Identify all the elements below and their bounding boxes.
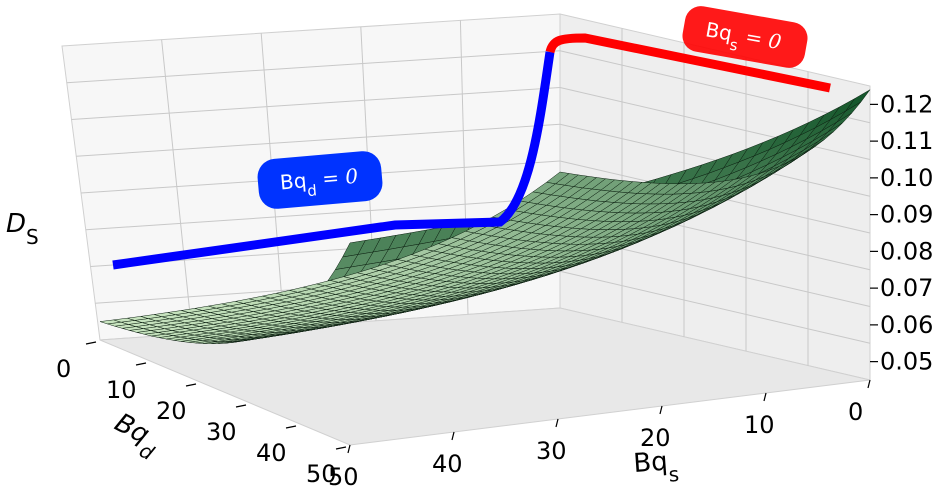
bqd-tick-label: 20 bbox=[156, 397, 187, 425]
annot-bqd-sub: d bbox=[307, 181, 318, 200]
bqs-label-sub: s bbox=[668, 462, 680, 487]
z-tick-label: 0.09 bbox=[880, 201, 933, 229]
bqd-tick-label: 10 bbox=[106, 376, 137, 404]
z-tick-label: 0.08 bbox=[880, 237, 933, 265]
bqd-tick-mark bbox=[185, 383, 197, 387]
z-axis-label: DS bbox=[6, 209, 39, 249]
annot-bqs-sub: s bbox=[728, 36, 739, 55]
gridline bbox=[71, 87, 561, 120]
annotation-bqd-zero: Bqd = 0 bbox=[257, 151, 383, 209]
svg-text:Bqd = 0: Bqd = 0 bbox=[279, 164, 360, 203]
bqs-tick-label: 20 bbox=[640, 424, 671, 452]
bqs-axis-ticks: 0 10 20 30 40 50 bbox=[328, 379, 871, 487]
curve-bqd-zero bbox=[112, 51, 555, 270]
bqd-tick-mark bbox=[335, 446, 347, 450]
gridline bbox=[66, 50, 561, 84]
gridline bbox=[161, 39, 193, 334]
bqs-tick-label: 50 bbox=[328, 463, 359, 487]
bqd-tick-mark bbox=[285, 425, 297, 429]
bqd-axis-ticks: 0 10 20 30 40 50 bbox=[56, 341, 347, 487]
z-tick-label: 0.10 bbox=[880, 164, 933, 192]
bqd-tick-label: 30 bbox=[206, 418, 237, 446]
bqs-tick-mark bbox=[763, 392, 767, 402]
bqd-tick-label: 40 bbox=[256, 439, 287, 467]
bqs-tick-mark bbox=[555, 418, 559, 428]
bqs-tick-label: 30 bbox=[536, 437, 567, 465]
bqs-tick-label: 10 bbox=[744, 411, 775, 439]
bqs-tick-label: 40 bbox=[432, 450, 463, 478]
annotation-bqs-zero: Bqs = 0 bbox=[682, 6, 808, 68]
gridline bbox=[559, 50, 871, 124]
bqs-tick-mark bbox=[867, 379, 871, 389]
bqs-label-main: Bq bbox=[632, 447, 668, 479]
z-tick-label: 0.07 bbox=[880, 274, 933, 302]
z-tick-label: 0.12 bbox=[880, 90, 933, 118]
bqd-tick-mark bbox=[135, 362, 147, 366]
surface-cell bbox=[99, 319, 121, 325]
z-tick-label: 0.11 bbox=[880, 127, 933, 155]
z-label-main: D bbox=[6, 209, 26, 239]
gridline bbox=[85, 197, 561, 231]
annot-bqd-rest: = 0 bbox=[315, 164, 359, 192]
bqd-tick-label: 50 bbox=[306, 460, 337, 487]
curve-bqs-zero bbox=[545, 33, 831, 93]
gridline bbox=[76, 123, 561, 157]
bqd-tick-mark bbox=[235, 404, 247, 408]
bqs-tick-mark bbox=[451, 431, 455, 441]
bqd-tick-label: 0 bbox=[56, 355, 71, 383]
annot-bqs-main: Bq bbox=[704, 17, 734, 45]
gridline bbox=[559, 270, 871, 344]
bqs-tick-mark bbox=[659, 405, 663, 415]
gridline bbox=[559, 87, 871, 160]
z-label-sub: S bbox=[26, 225, 39, 249]
bqs-tick-mark bbox=[347, 444, 351, 454]
bqs-axis-label: Bqs bbox=[632, 446, 679, 487]
annot-bqd-main: Bq bbox=[279, 168, 307, 194]
z-axis-ticks: 0.05 0.06 0.07 0.08 0.09 0.10 0.11 0.12 bbox=[870, 90, 933, 376]
z-tick-label: 0.05 bbox=[880, 348, 933, 376]
z-tick-label: 0.06 bbox=[880, 311, 933, 339]
bqs-tick-label: 0 bbox=[848, 398, 863, 426]
bqd-tick-mark bbox=[85, 341, 97, 345]
